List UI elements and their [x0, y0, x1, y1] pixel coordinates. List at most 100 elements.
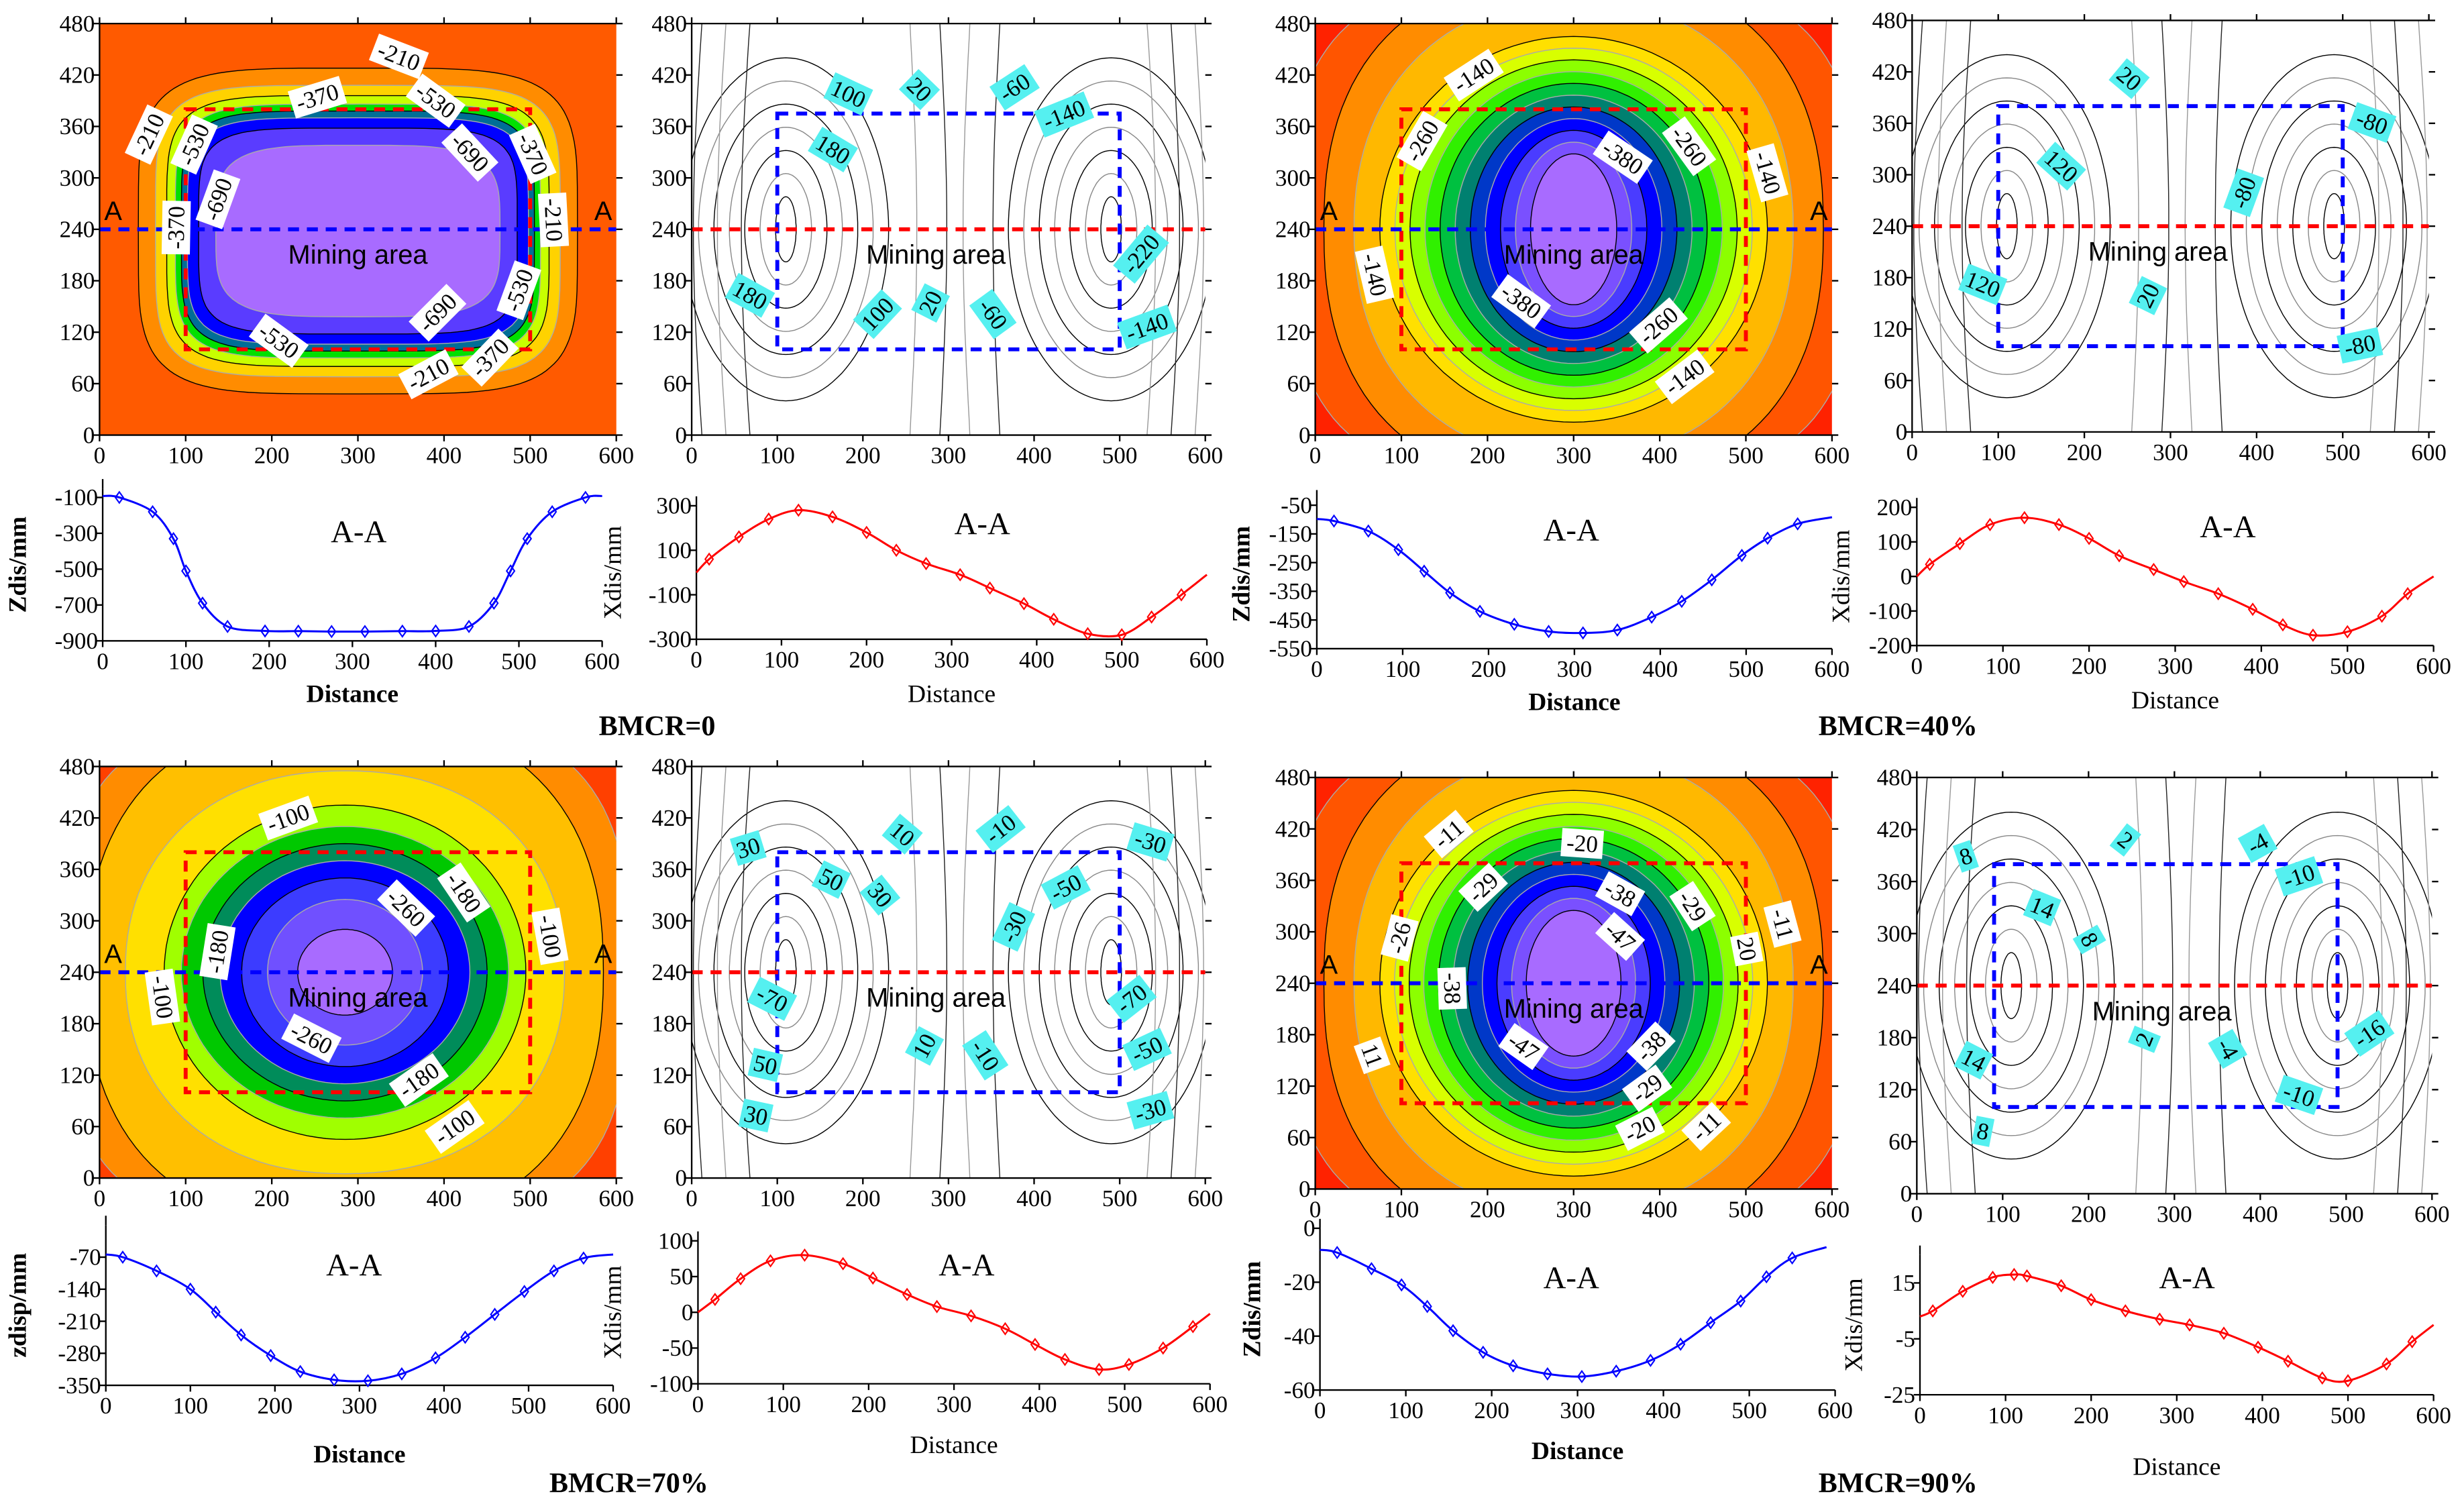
y-tick-label: 300: [60, 908, 95, 934]
section-label-right: A: [1810, 197, 1828, 226]
data-point-marker: [2155, 1312, 2165, 1326]
x-tick-label: 300: [931, 1185, 967, 1212]
contour-label-box: [859, 874, 901, 916]
x-tick-label: 0: [100, 1393, 112, 1419]
data-point-marker: [148, 504, 158, 519]
x-tick-label: 400: [2243, 1201, 2278, 1228]
y-axis-title: Zdis/mm: [1228, 526, 1255, 623]
data-point-marker: [363, 1374, 373, 1388]
contour-label-box: [281, 1013, 342, 1063]
contour-label-box: [1595, 912, 1646, 961]
y-tick-label: -100: [649, 582, 692, 608]
contour-label-box: [388, 1053, 449, 1108]
contour-value-label: -210: [537, 192, 570, 248]
data-point-marker: [1792, 517, 1803, 531]
data-point-marker: [1117, 628, 1127, 642]
data-point-marker: [580, 490, 590, 504]
data-point-marker: [1332, 1246, 1342, 1260]
y-tick-label: 420: [1275, 62, 1311, 89]
x-tick-label: 100: [168, 443, 203, 469]
x-tick-label: 300: [934, 647, 969, 673]
contour-label-box: [409, 284, 467, 342]
contour-label-box: [1491, 274, 1552, 329]
data-point-marker: [932, 1299, 942, 1314]
x-tick-label: 200: [845, 443, 881, 469]
x-tick-label: 300: [2157, 653, 2193, 679]
plot-area: [1315, 777, 1832, 1189]
data-point-marker: [1646, 1353, 1656, 1367]
y-tick-label: 0: [83, 422, 95, 448]
data-point-marker: [2084, 531, 2094, 545]
x-tick-label: 300: [936, 1391, 972, 1417]
data-point-marker: [1958, 1284, 1968, 1298]
y-axis-title: Xdis/mm: [1840, 1278, 1868, 1371]
y-tick-label: 300: [60, 165, 95, 191]
y-tick-label: 180: [1877, 1024, 1913, 1051]
data-point-marker: [1705, 1316, 1716, 1330]
y-tick-label: -50: [662, 1335, 694, 1361]
x-tick-label: 600: [2414, 1201, 2450, 1228]
data-point-marker: [1925, 557, 1935, 572]
x-tick-label: 400: [2245, 1402, 2280, 1428]
x-tick-label: 300: [342, 1393, 378, 1419]
contour-label-box: [170, 114, 218, 175]
contour-line: [2323, 193, 2345, 260]
data-point-marker: [2253, 1340, 2263, 1354]
y-tick-label: 120: [60, 319, 95, 345]
section-profile-chart: 0 100 200 300 400 500 600 -50-150-250-350 -450 -5…: [1228, 490, 1850, 716]
y-tick-label: 360: [1877, 869, 1913, 895]
contour-line: [1912, 54, 2111, 398]
x-tick-label: 500: [1104, 647, 1140, 673]
contour-line: [1085, 173, 1138, 286]
x-tick-label: 100: [168, 1185, 203, 1212]
x-tick-label: 300: [2153, 439, 2188, 466]
contour-label-box: [1040, 865, 1091, 910]
y-tick-label: 0: [675, 422, 687, 448]
contour-label-box: [2274, 856, 2324, 897]
data-point-marker: [327, 625, 337, 639]
y-tick-label: 180: [651, 1011, 687, 1037]
data-point-marker: [431, 624, 441, 638]
contour-label-box: [811, 860, 851, 899]
y-tick-label: 360: [651, 857, 687, 883]
x-tick-label: 500: [2330, 653, 2365, 679]
data-point-marker: [1676, 1337, 1686, 1351]
x-tick-label: 500: [2328, 1201, 2364, 1228]
data-point-marker: [397, 624, 407, 638]
x-tick-label: 600: [596, 1393, 631, 1419]
data-point-marker: [117, 1250, 128, 1265]
y-tick-label: 240: [651, 217, 687, 243]
x-tick-label: 400: [2244, 653, 2280, 679]
contour-label-box: [2208, 1028, 2248, 1069]
data-point-marker: [710, 1293, 720, 1307]
y-tick-label: -300: [649, 627, 692, 653]
contour-label-box: [808, 126, 859, 172]
y-tick-label: 120: [651, 1062, 687, 1088]
contour-label-box: [161, 201, 191, 255]
x-tick-label: 200: [254, 443, 290, 469]
data-point-marker: [2114, 549, 2125, 563]
contour-value-label: -370: [161, 201, 191, 255]
x-tick-label: 600: [1815, 1197, 1850, 1223]
x-tick-label: 400: [2239, 439, 2275, 466]
data-point-marker: [360, 625, 370, 639]
x-tick-label: 600: [1815, 656, 1850, 682]
contour-label-box: [437, 862, 491, 923]
contour-line: [744, 893, 828, 1052]
x-tick-label: 0: [692, 1391, 704, 1417]
data-point-marker: [266, 1348, 276, 1362]
data-point-marker: [1158, 1341, 1168, 1355]
x-tick-label: 0: [1309, 443, 1322, 469]
contour-label-box: [1953, 1040, 1994, 1080]
y-tick-label: 60: [71, 371, 95, 397]
data-point-marker: [2086, 1293, 2096, 1307]
y-tick-label: 120: [1872, 316, 1908, 342]
section-label-left: A: [104, 197, 122, 226]
x-tick-label: 600: [2411, 439, 2447, 466]
contour-label-box: [747, 1047, 784, 1082]
contour-label-box: [1971, 1116, 1995, 1147]
